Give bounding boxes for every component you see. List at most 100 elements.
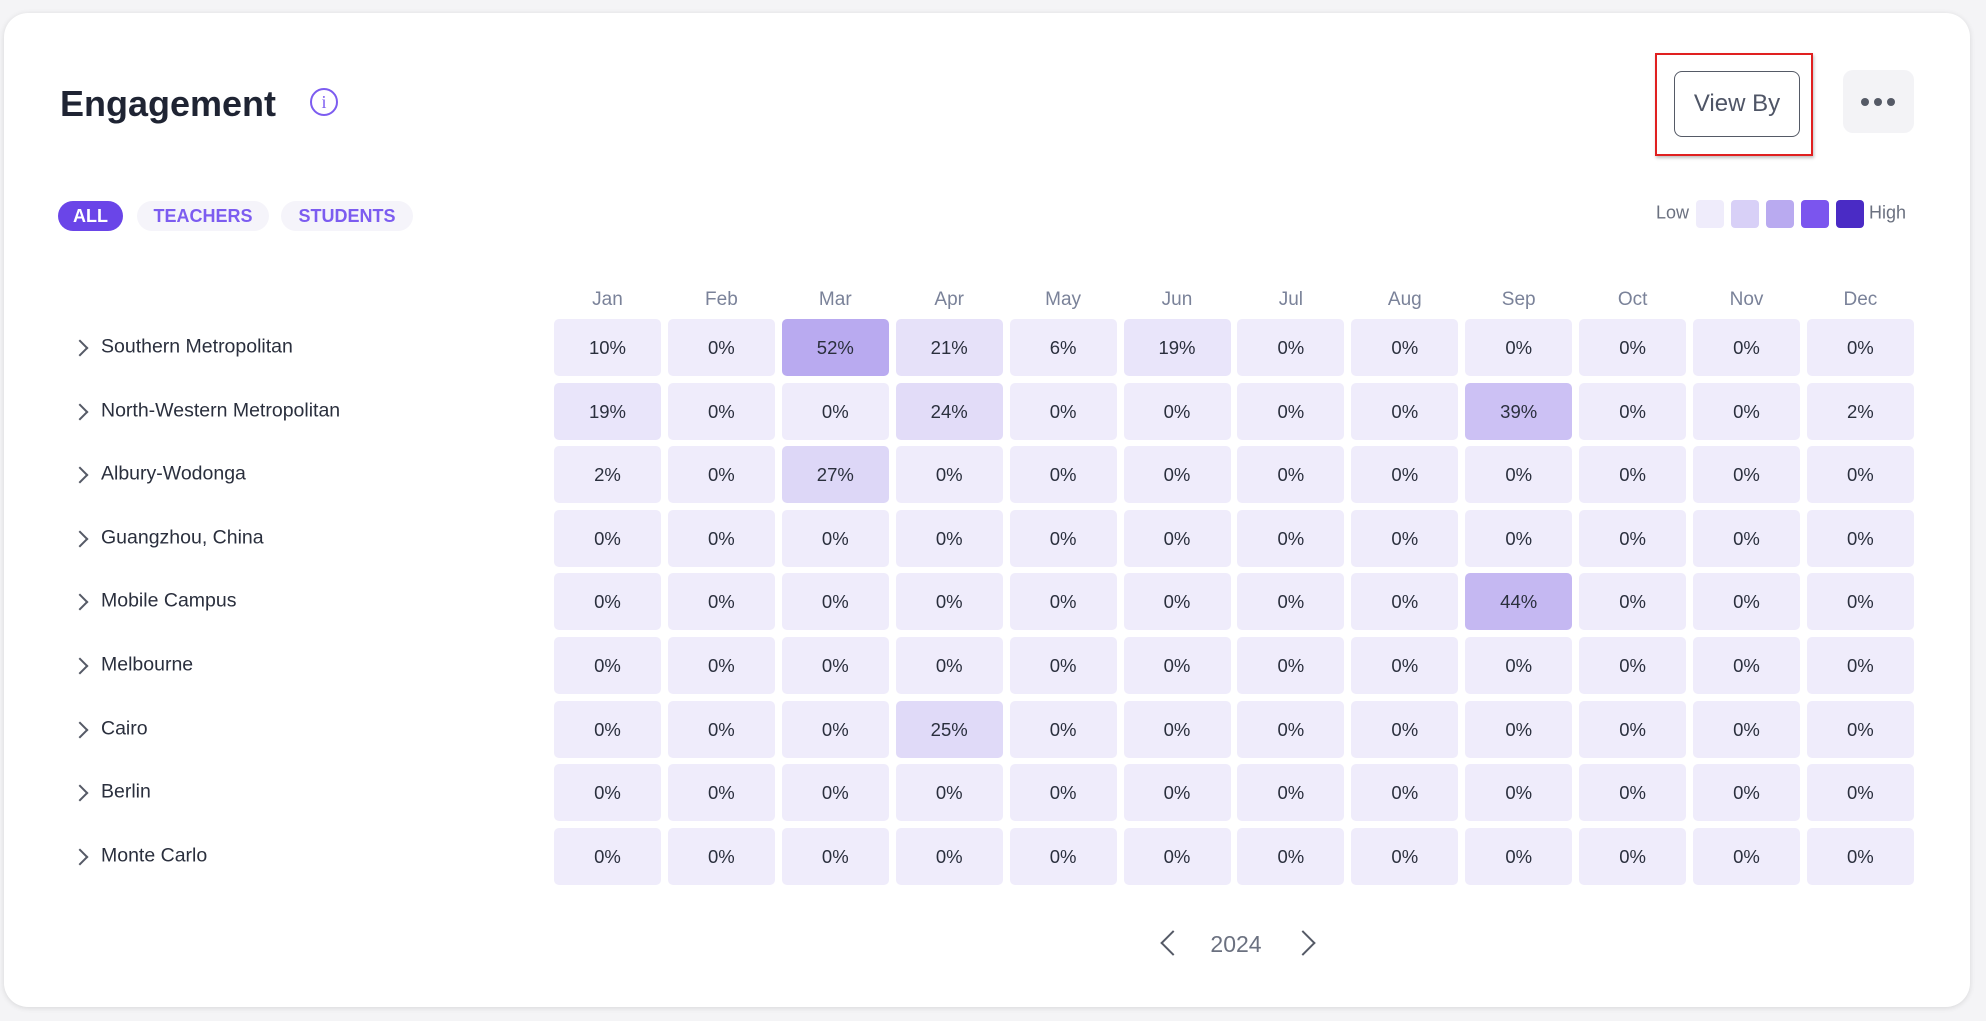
legend-swatch: [1766, 200, 1794, 228]
column-header: May: [1045, 289, 1082, 310]
heat-cell: 0%: [1123, 700, 1231, 758]
filter-tab[interactable]: STUDENTS: [281, 201, 413, 231]
heat-cell: 0%: [1806, 827, 1914, 885]
heat-cell: 0%: [1237, 573, 1345, 631]
heat-cell: 0%: [781, 827, 889, 885]
heat-cell: 0%: [1123, 446, 1231, 504]
heat-cell: 0%: [1806, 637, 1914, 694]
row-label: Southern Metropolitan: [101, 335, 293, 358]
heat-cell: 0%: [1123, 382, 1231, 440]
heat-cell: 0%: [667, 637, 775, 694]
heat-cell: 24%: [895, 382, 1003, 440]
heat-cell: 0%: [1693, 700, 1800, 758]
heat-cell: 0%: [1237, 764, 1345, 822]
filter-tab[interactable]: TEACHERS: [137, 201, 269, 231]
heat-cell: 0%: [1351, 637, 1459, 694]
heat-cell: 25%: [895, 700, 1003, 758]
heat-cell: 0%: [554, 700, 661, 758]
heat-cell: 0%: [1123, 764, 1231, 822]
heat-cell: 0%: [1465, 764, 1573, 822]
heat-cell: 0%: [1579, 637, 1687, 694]
heat-cell: 0%: [1351, 700, 1459, 758]
heat-cell: 0%: [1009, 764, 1117, 822]
expand-chevron[interactable]: [71, 721, 89, 739]
heat-cell: 0%: [554, 827, 661, 885]
expand-chevron[interactable]: [71, 403, 89, 421]
heat-cell: 0%: [1579, 319, 1687, 376]
heat-cell: 0%: [1009, 573, 1117, 631]
heat-cell: 0%: [1579, 573, 1687, 631]
expand-chevron[interactable]: [71, 339, 89, 357]
heat-cell: 0%: [1009, 509, 1117, 567]
heat-cell: 2%: [1806, 382, 1914, 440]
heat-cell: 0%: [1693, 827, 1800, 885]
heat-cell: 0%: [1579, 509, 1687, 567]
heat-cell: 0%: [667, 573, 775, 631]
filter-tab[interactable]: ALL: [58, 201, 123, 231]
heat-cell: 0%: [1123, 509, 1231, 567]
expand-chevron[interactable]: [71, 530, 89, 548]
row-label: Melbourne: [101, 653, 194, 676]
engagement-card: Engagement i View By 2024 ALL TEACHERS STU…: [4, 13, 1970, 1007]
heat-cell: 0%: [1351, 764, 1459, 822]
prev-year[interactable]: [1160, 930, 1186, 956]
heat-cell: 0%: [1123, 573, 1231, 631]
heat-cell: 0%: [1237, 319, 1345, 376]
dot: [1874, 98, 1882, 106]
heat-cell: 0%: [554, 573, 661, 631]
expand-chevron[interactable]: [71, 593, 89, 611]
heat-cell: 0%: [1237, 509, 1345, 567]
heat-cell: 0%: [781, 382, 889, 440]
heat-cell: 0%: [1693, 573, 1800, 631]
title: Engagement: [60, 83, 277, 124]
expand-chevron[interactable]: [71, 784, 89, 802]
heat-cell: 0%: [1579, 827, 1687, 885]
legend-high: High: [1869, 202, 1907, 223]
heat-cell: 0%: [1009, 446, 1117, 504]
heat-cell: 0%: [1693, 509, 1800, 567]
heat-cell: 0%: [1351, 319, 1459, 376]
row-label: Guangzhou, China: [101, 526, 264, 549]
expand-chevron[interactable]: [71, 848, 89, 866]
column-header: Jan: [592, 289, 623, 310]
heat-cell: 0%: [1465, 827, 1573, 885]
expand-chevron[interactable]: [71, 657, 89, 675]
heat-cell: 0%: [667, 700, 775, 758]
heat-cell: 0%: [781, 700, 889, 758]
row-label: Albury-Wodonga: [101, 462, 246, 485]
heat-cell: 0%: [1465, 637, 1573, 694]
heat-cell: 44%: [1465, 573, 1573, 631]
heat-cell: 0%: [895, 446, 1003, 504]
heat-cell: 0%: [1579, 446, 1687, 504]
heat-cell: 0%: [1237, 637, 1345, 694]
view-by-button[interactable]: View By: [1674, 71, 1800, 137]
legend-low: Low: [1655, 202, 1689, 223]
heat-cell: 0%: [667, 382, 775, 440]
heat-cell: 0%: [1123, 637, 1231, 694]
heat-cell: 0%: [1009, 637, 1117, 694]
column-header: Jun: [1161, 289, 1193, 310]
next-year[interactable]: [1290, 930, 1316, 956]
heat-cell: 0%: [781, 637, 889, 694]
heat-cell: 0%: [1806, 764, 1914, 822]
legend-swatch: [1836, 200, 1864, 228]
legend-swatch: [1696, 200, 1724, 228]
heat-cell: 0%: [1806, 700, 1914, 758]
more-button[interactable]: [1843, 70, 1914, 133]
info-icon[interactable]: i: [310, 88, 338, 116]
column-header: Mar: [818, 289, 852, 310]
dot: [1861, 98, 1869, 106]
heat-cell: 0%: [1351, 827, 1459, 885]
heat-cell: 0%: [1806, 319, 1914, 376]
heat-cell: 0%: [1237, 700, 1345, 758]
heat-cell: 0%: [1009, 382, 1117, 440]
heat-cell: 0%: [895, 637, 1003, 694]
heat-cell: 21%: [895, 319, 1003, 376]
heat-cell: 0%: [1693, 446, 1800, 504]
heat-cell: 0%: [667, 446, 775, 504]
heat-cell: 0%: [1465, 319, 1573, 376]
heat-cell: 0%: [781, 573, 889, 631]
expand-chevron[interactable]: [71, 466, 89, 484]
heat-cell: 0%: [1806, 446, 1914, 504]
